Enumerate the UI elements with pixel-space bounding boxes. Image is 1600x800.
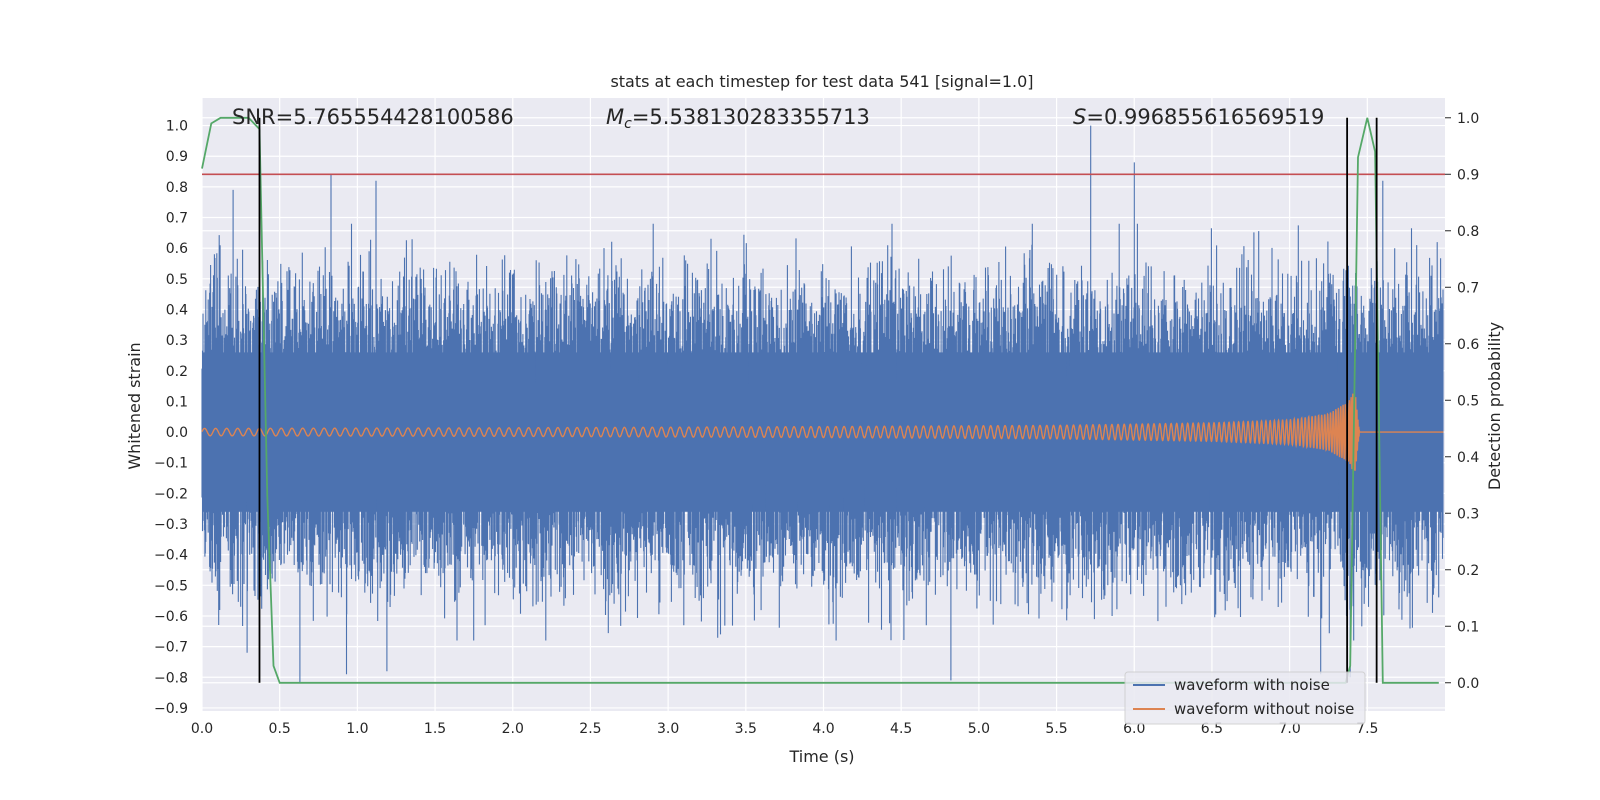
y2-tick-label: 0.6 bbox=[1457, 337, 1479, 353]
y-tick-label: −0.1 bbox=[154, 456, 188, 472]
y-tick-label: 0.1 bbox=[166, 394, 188, 410]
x-tick-label: 6.0 bbox=[1123, 721, 1145, 737]
y-tick-label: −0.7 bbox=[154, 640, 188, 656]
chart-title: stats at each timestep for test data 541… bbox=[610, 72, 1033, 91]
x-tick-label: 3.0 bbox=[657, 721, 679, 737]
y-tick-label: −0.2 bbox=[154, 486, 188, 502]
y-tick-label: −0.5 bbox=[154, 578, 188, 594]
y-tick-label: 0.0 bbox=[166, 425, 188, 441]
mc-symbol: M bbox=[606, 105, 624, 129]
y2-tick-label: 1.0 bbox=[1457, 111, 1479, 127]
y2-axis-ticks: 1.0 0.9 0.8 0.7 0.6 0.5 0.4 0.3 0.2 0.1 0.0 bbox=[1445, 111, 1479, 692]
y2-tick-label: 0.7 bbox=[1457, 280, 1479, 296]
legend: waveform with noise waveform without noi… bbox=[1124, 671, 1366, 725]
y-tick-label: 0.2 bbox=[166, 364, 188, 380]
series-waveform-without-noise bbox=[201, 391, 1444, 471]
clean-trace bbox=[201, 391, 1444, 471]
y-tick-label: −0.6 bbox=[154, 609, 188, 625]
x-tick-label: 5.0 bbox=[968, 721, 990, 737]
x-tick-label: 2.5 bbox=[579, 721, 601, 737]
y2-tick-label: 0.2 bbox=[1457, 563, 1479, 579]
x-tick-label: 1.0 bbox=[346, 721, 368, 737]
y2-tick-label: 0.5 bbox=[1457, 393, 1479, 409]
y2-tick-label: 0.4 bbox=[1457, 450, 1479, 466]
y-tick-label: 0.3 bbox=[166, 333, 188, 349]
y-tick-label: 0.6 bbox=[166, 241, 188, 257]
x-tick-label: 6.5 bbox=[1201, 721, 1223, 737]
y-tick-label: −0.9 bbox=[154, 701, 188, 717]
mc-value: =5.538130283355713 bbox=[632, 105, 870, 129]
y2-axis-title: Detection probability bbox=[1485, 322, 1504, 490]
legend-label-noise: waveform with noise bbox=[1174, 676, 1330, 694]
y2-tick-label: 0.8 bbox=[1457, 224, 1479, 240]
y-axis-title: Whitened strain bbox=[125, 342, 144, 469]
legend-label-clean: waveform without noise bbox=[1174, 700, 1354, 718]
y2-tick-label: 0.9 bbox=[1457, 167, 1479, 183]
y2-tick-label: 0.0 bbox=[1457, 676, 1479, 692]
mc-annotation: Mc=5.538130283355713 bbox=[606, 105, 870, 132]
y-axis-ticks: 1.0 0.9 0.8 0.7 0.6 0.5 0.4 0.3 0.2 0.1 0.0 −0.1 −0.… bbox=[154, 119, 188, 717]
event-markers bbox=[258, 117, 1378, 683]
y-tick-label: 0.4 bbox=[166, 302, 188, 318]
x-tick-label: 5.5 bbox=[1045, 721, 1067, 737]
y2-tick-label: 0.3 bbox=[1457, 506, 1479, 522]
y-tick-label: 1.0 bbox=[166, 119, 188, 135]
x-tick-label: 4.5 bbox=[890, 721, 912, 737]
y-tick-label: −0.4 bbox=[154, 548, 188, 564]
snr-annotation: SNR=5.765554428100586 bbox=[232, 105, 514, 129]
y-tick-label: −0.8 bbox=[154, 670, 188, 686]
y-tick-label: 0.5 bbox=[166, 272, 188, 288]
x-tick-label: 0.5 bbox=[269, 721, 291, 737]
s-symbol: S bbox=[1073, 105, 1086, 129]
series-detection-probability bbox=[201, 116, 1439, 684]
x-tick-label: 4.0 bbox=[812, 721, 834, 737]
s-value: =0.996855616569519 bbox=[1086, 105, 1324, 129]
y-tick-label: −0.3 bbox=[154, 517, 188, 533]
x-tick-label: 7.5 bbox=[1356, 721, 1378, 737]
y-tick-label: 0.7 bbox=[166, 211, 188, 227]
series-waveform-with-noise bbox=[201, 125, 1444, 684]
y2-tick-label: 0.1 bbox=[1457, 619, 1479, 635]
s-annotation: S=0.996855616569519 bbox=[1073, 105, 1324, 129]
x-tick-label: 3.5 bbox=[735, 721, 757, 737]
noise-trace bbox=[201, 125, 1444, 684]
probability-trace bbox=[201, 116, 1439, 684]
y-tick-label: 0.9 bbox=[166, 149, 188, 165]
x-axis-title: Time (s) bbox=[788, 747, 854, 766]
x-tick-label: 1.5 bbox=[424, 721, 446, 737]
legend-box bbox=[1124, 671, 1366, 725]
x-axis-ticks: 0.0 0.5 1.0 1.5 2.0 2.5 3.0 3.5 4.0 4.5 5.0 5.5 6.0 6… bbox=[191, 721, 1379, 737]
x-tick-label: 2.0 bbox=[502, 721, 524, 737]
x-tick-label: 0.0 bbox=[191, 721, 213, 737]
x-tick-label: 7.0 bbox=[1278, 721, 1300, 737]
y-tick-label: 0.8 bbox=[166, 180, 188, 196]
mc-subscript: c bbox=[624, 116, 632, 132]
